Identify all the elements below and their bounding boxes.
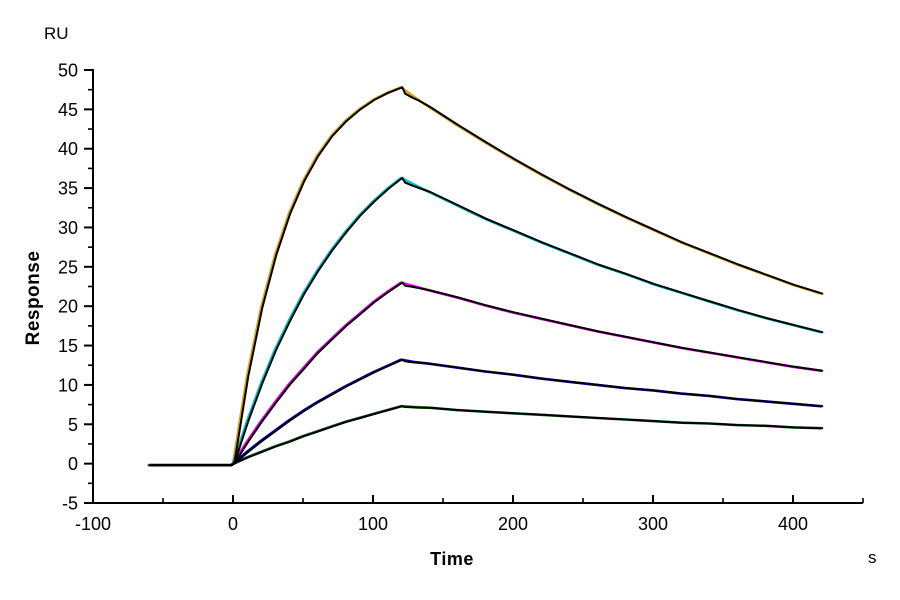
x-axis-title: Time xyxy=(430,549,474,569)
y-tick-label: 30 xyxy=(58,218,78,238)
y-tick-label: 15 xyxy=(58,336,78,356)
y-tick-label: 5 xyxy=(68,415,78,435)
fit-curve-2-cyan xyxy=(149,176,824,467)
sensorgram-curve-1-gold xyxy=(147,86,823,467)
y-tick-label: -5 xyxy=(62,493,78,513)
x-tick-label: 300 xyxy=(638,514,668,534)
sensorgram-curve-2-cyan xyxy=(147,176,823,467)
y-axis-title: Response xyxy=(23,250,44,346)
y-tick-label: 40 xyxy=(58,139,78,159)
fit-curve-5-green xyxy=(149,405,824,467)
x-axis-unit-label: s xyxy=(868,548,877,567)
y-tick-label: 50 xyxy=(58,60,78,80)
x-tick-label: 100 xyxy=(358,514,388,534)
fit-curve-3-magenta xyxy=(149,281,824,467)
y-tick-label: 20 xyxy=(58,297,78,317)
y-tick-label: 45 xyxy=(58,100,78,120)
y-tick-label: 10 xyxy=(58,375,78,395)
x-tick-label: 200 xyxy=(498,514,528,534)
fit-curve-1-gold xyxy=(149,86,824,467)
y-tick-label: 25 xyxy=(58,257,78,277)
x-tick-label: -100 xyxy=(75,514,111,534)
x-tick-label: 400 xyxy=(778,514,808,534)
y-tick-label: 0 xyxy=(68,454,78,474)
y-axis-unit-label: RU xyxy=(44,24,69,43)
x-tick-label: 0 xyxy=(228,514,238,534)
y-tick-label: 35 xyxy=(58,179,78,199)
fit-curve-4-blue xyxy=(149,358,824,467)
